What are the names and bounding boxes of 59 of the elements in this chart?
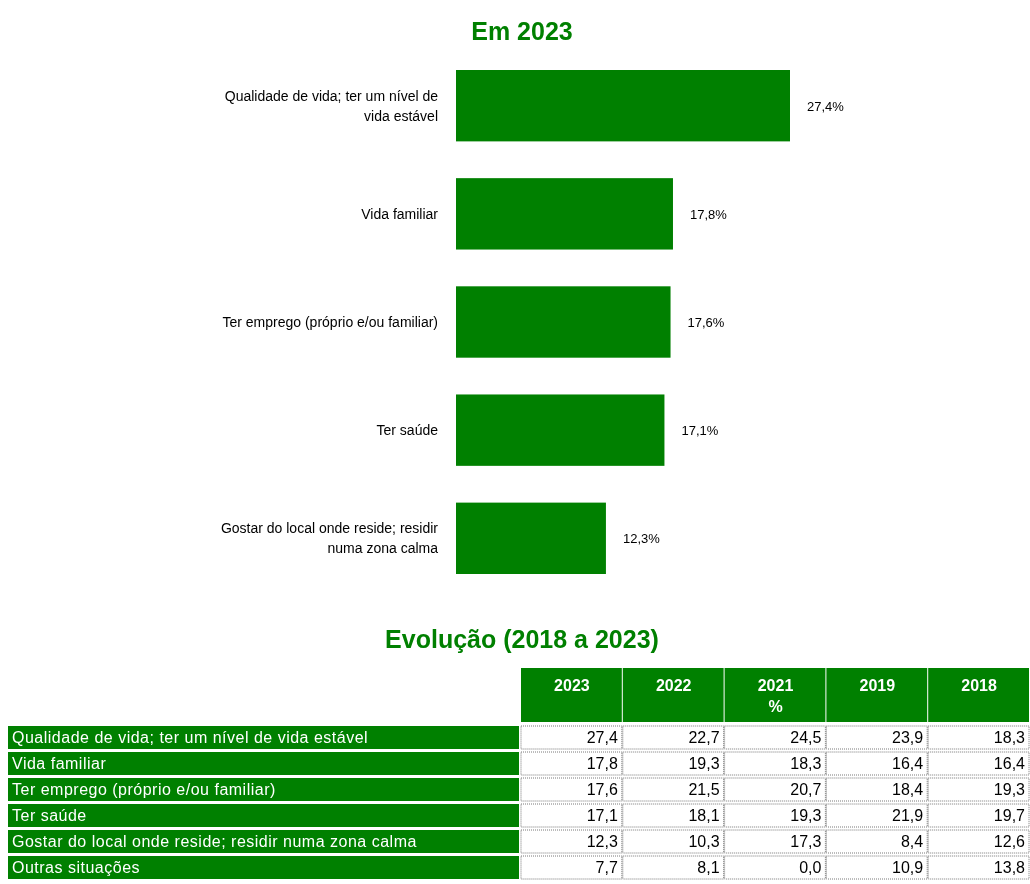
data-label: 10,9 bbox=[892, 859, 924, 876]
data-label: 19,3 bbox=[688, 755, 720, 772]
y-tick-label: Vida familiar bbox=[12, 755, 107, 772]
data-label: 16,4 bbox=[993, 755, 1026, 772]
data-label: 23,9 bbox=[892, 729, 924, 746]
data-label: 7,7 bbox=[595, 859, 618, 876]
chart-title: Evolução (2018 a 2023) bbox=[385, 625, 659, 653]
data-label: 18,1 bbox=[688, 807, 720, 824]
data-label: 20,7 bbox=[790, 781, 822, 798]
data-label: 17,6% bbox=[687, 315, 725, 330]
data-label: 12,3 bbox=[586, 833, 618, 850]
data-label: 17,8 bbox=[586, 755, 618, 772]
data-label: 17,6 bbox=[586, 781, 618, 798]
data-label: 8,1 bbox=[697, 859, 720, 876]
data-label: 12,6 bbox=[993, 833, 1026, 850]
y-tick-label: Outras situações bbox=[12, 859, 141, 876]
data-label: 17,1 bbox=[586, 807, 618, 824]
data-label: 10,3 bbox=[688, 833, 720, 850]
x-tick-label: 2022 bbox=[655, 677, 692, 694]
data-label: 19,3 bbox=[993, 781, 1026, 798]
chart-title: Em 2023 bbox=[471, 17, 573, 45]
data-label: 17,8% bbox=[689, 206, 728, 222]
y-tick-label: Qualidade de vida; ter um nível de vida estável bbox=[12, 729, 369, 746]
data-label: 0,0 bbox=[799, 859, 822, 876]
text: % bbox=[768, 698, 783, 715]
x-tick-label: 2021 bbox=[757, 677, 794, 694]
data-label: 19,3 bbox=[790, 807, 822, 824]
data-label: 18,3 bbox=[790, 755, 822, 772]
data-label: 24,5 bbox=[790, 729, 822, 746]
y-tick-label: Ter saúde bbox=[376, 422, 439, 439]
x-tick-label: 2023 bbox=[554, 677, 590, 694]
data-label: 27,4% bbox=[807, 98, 845, 114]
y-tick-label: Qualidade de vida; ter um nível de vida estável bbox=[224, 87, 439, 124]
y-tick-label: Ter emprego (próprio e/ou familiar) bbox=[12, 781, 276, 798]
y-tick-label: Vida familiar bbox=[361, 205, 439, 222]
x-tick-label: 2018 bbox=[961, 677, 997, 694]
data-label: 12,3% bbox=[622, 531, 661, 547]
data-label: 18,3 bbox=[993, 729, 1026, 746]
bar bbox=[456, 286, 671, 358]
data-label: 8,4 bbox=[900, 833, 924, 850]
bar bbox=[456, 502, 606, 574]
y-tick-label: Ter saúde bbox=[12, 807, 87, 824]
bar bbox=[456, 394, 665, 466]
data-label: 21,5 bbox=[688, 781, 720, 798]
y-tick-label: Gostar do local onde reside; residir numa zona calma bbox=[12, 833, 417, 850]
data-label: 27,4 bbox=[586, 729, 618, 746]
y-tick-label: Gostar do local onde reside; residir numa zona calma bbox=[220, 520, 439, 557]
data-label: 16,4 bbox=[892, 755, 924, 772]
data-label: 18,4 bbox=[892, 781, 924, 798]
data-label: 22,7 bbox=[688, 729, 720, 746]
bar bbox=[456, 70, 790, 142]
data-label: 17,1% bbox=[681, 423, 719, 439]
data-label: 13,8 bbox=[993, 859, 1026, 876]
data-label: 17,3 bbox=[790, 833, 822, 850]
y-tick-label: Ter emprego (próprio e/ou familiar) bbox=[222, 314, 438, 330]
x-tick-label: 2019 bbox=[859, 677, 896, 694]
data-label: 19,7 bbox=[993, 807, 1026, 824]
bar bbox=[456, 178, 673, 250]
data-label: 21,9 bbox=[892, 807, 924, 824]
